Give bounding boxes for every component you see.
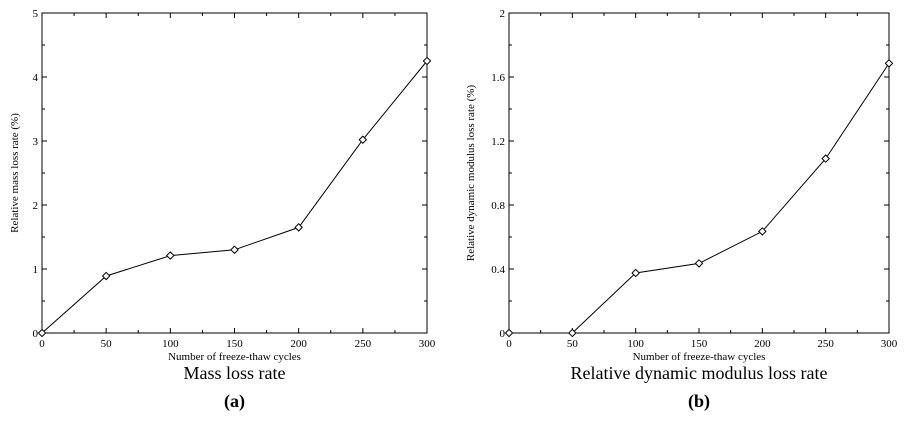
chart-a-data-point (230, 245, 239, 255)
chart-b-data-point (694, 259, 704, 268)
chart-b-x-tick-label: 200 (754, 338, 771, 350)
chart-b-caption: Relative dynamic modulus loss rate (571, 363, 828, 383)
chart-a-x-tick-label: 150 (226, 338, 243, 350)
chart-b-y-tick-label: 1.2 (491, 136, 505, 148)
chart-a-data-point (37, 328, 47, 338)
chart-a-x-tick-label: 0 (39, 338, 45, 350)
chart-a-x-tick-label: 300 (419, 338, 436, 350)
chart-b-x-tick-label: 50 (567, 338, 579, 350)
chart-b-data-point (631, 268, 640, 278)
chart-relative-dynamic-modulus-loss-rate: 0 50 100 150 200 250 300 0 0.4 0.8 1.2 1.6 2 Number o… (465, 8, 898, 412)
chart-b-y-tick-label: 2 (500, 8, 506, 20)
chart-b-y-tick-label: 0.8 (491, 200, 505, 212)
chart-b-x-tick-label: 150 (691, 338, 708, 350)
chart-a-x-tick-label: 250 (355, 338, 372, 350)
chart-a-sublabel: (a) (224, 391, 245, 412)
chart-a-x-tick-label: 100 (162, 338, 179, 350)
chart-a-plot-frame (41, 12, 428, 334)
chart-b-data-point (504, 328, 514, 338)
chart-b-y-tick-label: 0 (500, 328, 506, 340)
chart-b-data-point (568, 328, 577, 338)
chart-a-y-tick-label: 4 (33, 72, 39, 84)
chart-a-data-point (358, 135, 368, 145)
chart-b-y-tick-label: 1.6 (491, 72, 505, 84)
chart-a-data-point (294, 223, 303, 232)
chart-a-x-tick-label: 200 (290, 338, 307, 350)
chart-a-y-tick-label: 0 (33, 328, 39, 340)
chart-b-data-point (758, 227, 767, 236)
chart-a-caption: Mass loss rate (184, 363, 286, 383)
chart-a-x-tick-label: 50 (101, 338, 113, 350)
chart-a-y-tick-label: 3 (33, 136, 39, 148)
chart-b-sublabel: (b) (688, 391, 710, 412)
chart-a-y-tick-label: 2 (33, 200, 39, 212)
chart-a-series-line (41, 60, 428, 334)
chart-a-data-point (422, 56, 432, 66)
chart-b-y-tick-label: 0.4 (491, 264, 505, 276)
chart-b-series-line (509, 63, 890, 334)
chart-mass-loss-rate: 0 50 100 150 200 250 300 0 1 2 3 4 5 Number of freeze… (9, 8, 436, 412)
chart-b-x-tick-label: 250 (817, 338, 834, 350)
chart-a-data-point (166, 251, 175, 260)
chart-b-y-axis-label: Relative dynamic modulus loss rate (%) (465, 85, 477, 262)
chart-b-x-axis-label: Number of freeze-thaw cycles (633, 351, 766, 363)
chart-b-x-tick-label: 100 (627, 338, 644, 350)
chart-a-y-axis-label: Relative mass loss rate (%) (9, 113, 21, 233)
chart-b-data-point (821, 154, 830, 163)
chart-a-data-point (101, 271, 111, 281)
chart-a-y-tick-label: 1 (33, 264, 39, 276)
chart-b-x-tick-label: 0 (506, 338, 512, 350)
chart-a-y-tick-label: 5 (33, 8, 39, 20)
chart-b-x-tick-label: 300 (881, 338, 898, 350)
chart-b-plot-frame (508, 12, 890, 334)
chart-b-data-point (884, 59, 894, 68)
chart-a-x-axis-label: Number of freeze-thaw cycles (168, 351, 301, 363)
